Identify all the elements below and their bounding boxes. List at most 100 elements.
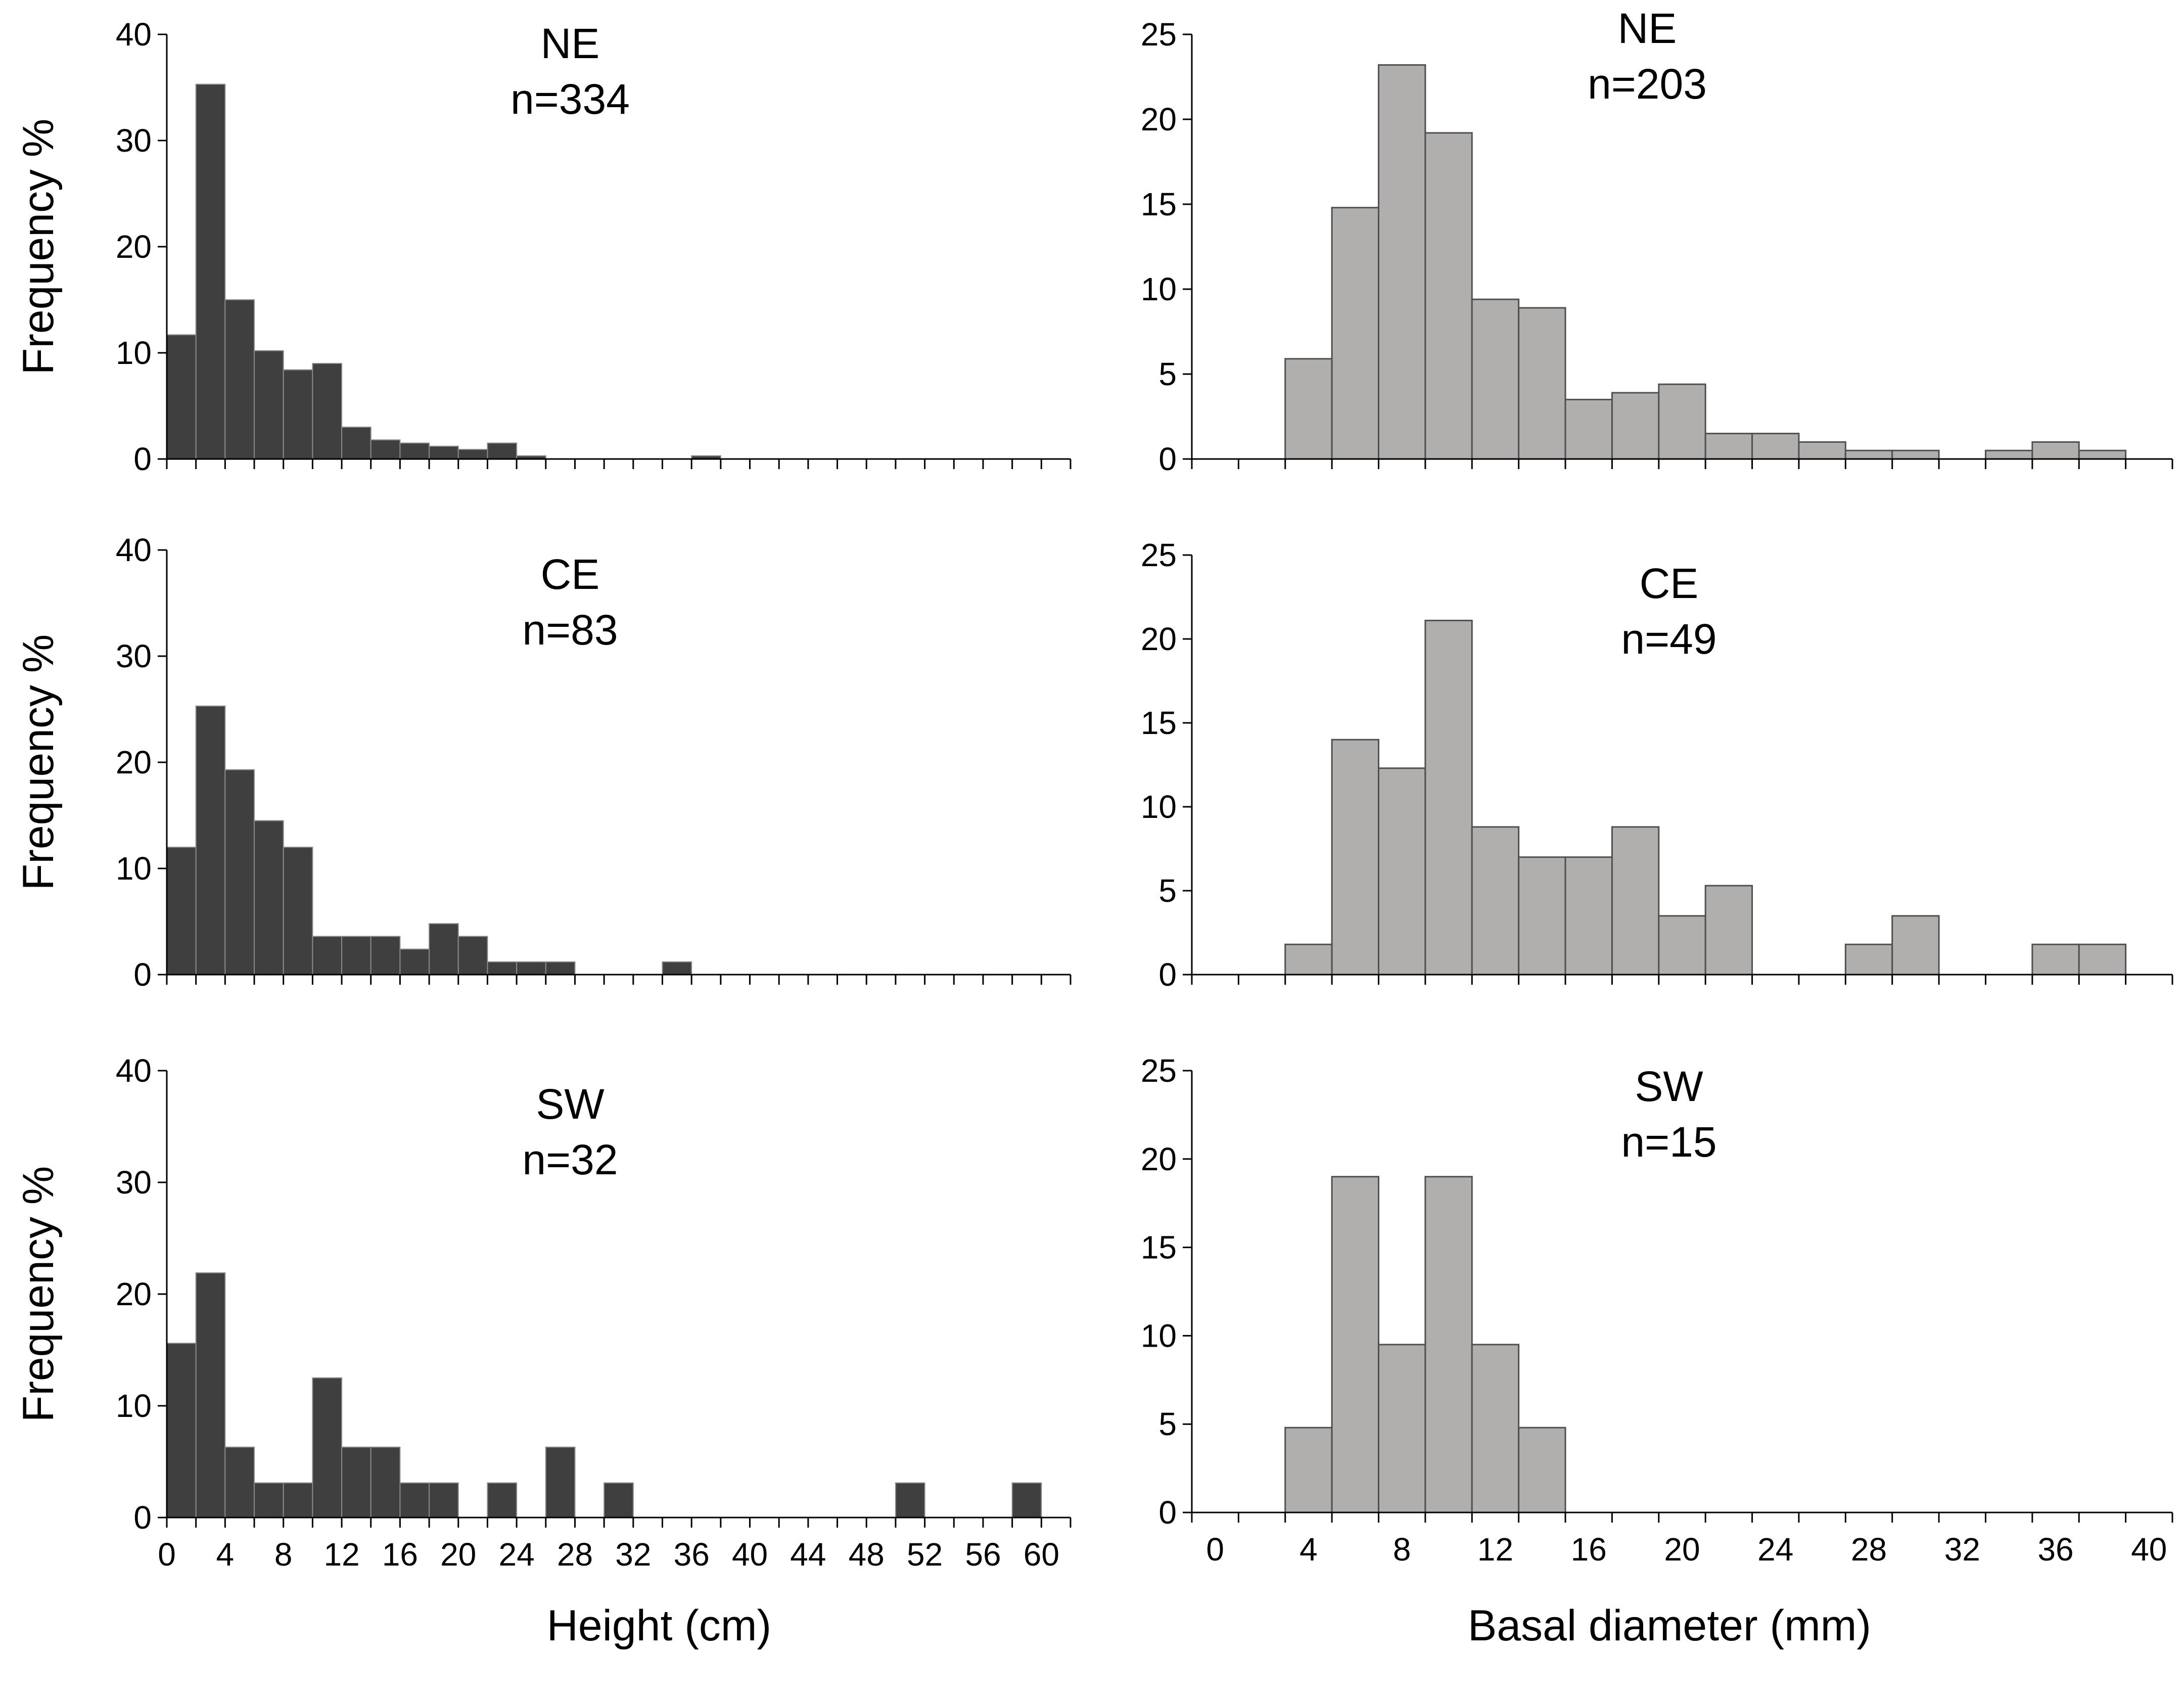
diameter-ne-bar	[1424, 132, 1473, 460]
height-ne-bar	[429, 445, 459, 460]
height-sw-bar	[895, 1482, 925, 1518]
diameter-sw-bar	[1378, 1344, 1426, 1513]
height-sw-x-tick-label: 52	[907, 1536, 943, 1573]
diameter-ce-bar	[1518, 856, 1566, 976]
height-ce-bar	[283, 847, 313, 975]
diameter-sw-x-tick-label: 8	[1393, 1531, 1411, 1568]
height-ce-y-tick-label: 30	[116, 638, 152, 674]
height-sw-x-tick-label: 24	[499, 1536, 535, 1573]
diameter-ne-bar	[1518, 307, 1566, 460]
height-ce-y-tick-label: 0	[133, 956, 152, 993]
height-sw-x-tick-label: 16	[382, 1536, 418, 1573]
height-ce-bar	[545, 961, 576, 976]
diameter-ce-bar	[2031, 943, 2080, 976]
diameter-ne-bar	[1611, 392, 1660, 460]
diameter-ne-bar	[1564, 398, 1613, 460]
height-sw-y-tick-label: 30	[116, 1164, 152, 1201]
diameter-ne-sample-size: n=203	[1588, 60, 1707, 108]
height-sw-bar	[283, 1482, 313, 1518]
diameter-sw-bar	[1518, 1427, 1566, 1513]
diameter-ce-y-tick-label: 20	[1141, 621, 1177, 657]
diameter-sw-bar	[1471, 1344, 1520, 1513]
height-ce-bar	[457, 936, 488, 976]
height-ne-bar	[399, 442, 430, 460]
height-ne-y-tick-label: 0	[133, 441, 152, 477]
diameter-ne-bar	[1331, 207, 1380, 460]
diameter-ne-bar	[1844, 449, 1893, 460]
diameter-ce-bar	[1331, 739, 1380, 976]
height-ne-bar	[341, 427, 371, 460]
diameter-ce-y-tick-label: 25	[1141, 537, 1177, 573]
height-sw-bar	[399, 1482, 430, 1518]
height-sw-y-tick-label: 40	[116, 1052, 152, 1089]
height-ne-sample-size: n=334	[510, 75, 630, 123]
diameter-ne-y-tick-label: 0	[1158, 441, 1177, 477]
height-sw-bar	[195, 1272, 226, 1518]
diameter-ce-chart: 0 5 10 15 20 25 CE n=49	[1141, 537, 2173, 993]
height-sw-x-tick-label: 20	[440, 1536, 476, 1573]
diameter-ce-bar	[1564, 856, 1613, 976]
height-ce-bar	[662, 961, 692, 976]
height-ne-bar	[370, 439, 401, 460]
height-ne-title: NE	[541, 20, 600, 67]
height-sw-x-tick-label: 32	[615, 1536, 651, 1573]
diameter-ne-bar	[1798, 441, 1846, 460]
height-sw-x-tick-label: 36	[674, 1536, 710, 1573]
height-sw-y-tick-label: 20	[116, 1276, 152, 1312]
diameter-ne-bar	[1658, 383, 1706, 460]
height-sw-x-tick-label: 48	[849, 1536, 885, 1573]
diameter-ne-bar	[1751, 433, 1800, 460]
diameter-ce-bar	[1378, 767, 1426, 976]
height-ce-bar	[370, 936, 401, 976]
height-sw-x-tick-label: 0	[158, 1536, 176, 1573]
diameter-sw-x-label: Basal diameter (mm)	[1468, 1601, 1871, 1650]
height-ce-bar	[399, 948, 430, 975]
diameter-ne-bar	[2078, 449, 2127, 460]
diameter-sw-x-tick-label: 24	[1757, 1531, 1793, 1568]
diameter-sw-bar	[1331, 1176, 1380, 1513]
diameter-ce-y-tick-label: 10	[1141, 789, 1177, 825]
diameter-sw-bar	[1424, 1176, 1473, 1513]
diameter-ne-y-tick-label: 15	[1141, 186, 1177, 222]
diameter-ce-bar	[2078, 943, 2127, 976]
diameter-ne-y-tick-label: 10	[1141, 271, 1177, 307]
diameter-ce-bar	[1704, 885, 1753, 976]
diameter-sw-title: SW	[1635, 1063, 1703, 1110]
height-sw-x-tick-label: 40	[732, 1536, 768, 1573]
diameter-sw-sample-size: n=15	[1621, 1118, 1716, 1166]
diameter-ce-bar	[1611, 826, 1660, 976]
height-ce-title: CE	[541, 550, 600, 598]
height-sw-bar	[254, 1482, 284, 1518]
diameter-sw-y-tick-label: 20	[1141, 1141, 1177, 1177]
height-sw-bar	[1011, 1482, 1042, 1518]
height-ce-bar	[195, 705, 226, 975]
height-ne-y-label: Frequency %	[14, 119, 63, 375]
diameter-ne-bar	[1704, 433, 1753, 460]
height-sw-bar	[341, 1446, 371, 1519]
height-ce-y-tick-label: 20	[116, 744, 152, 780]
height-ne-chart: 0 10 20 30 40 NE n=334 Frequency %	[14, 16, 1072, 477]
diameter-ne-y-tick-label: 25	[1141, 16, 1177, 53]
height-sw-title: SW	[536, 1080, 604, 1128]
height-ce-bar	[254, 820, 284, 975]
height-sw-x-tick-label: 56	[965, 1536, 1001, 1573]
height-ce-bar	[312, 936, 343, 976]
height-ce-bar	[166, 847, 197, 975]
height-sw-x-tick-label: 12	[323, 1536, 359, 1573]
diameter-ce-y-tick-label: 15	[1141, 705, 1177, 741]
diameter-sw-y-tick-label: 15	[1141, 1229, 1177, 1266]
diameter-ne-bar	[1891, 449, 1940, 460]
height-sw-bar	[166, 1343, 197, 1518]
height-ne-bar	[166, 334, 197, 460]
height-ce-y-tick-label: 10	[116, 850, 152, 887]
diameter-ne-y-tick-label: 20	[1141, 101, 1177, 137]
height-ce-sample-size: n=83	[522, 606, 618, 654]
height-sw-x-tick-label: 28	[557, 1536, 593, 1573]
diameter-sw-x-tick-label: 28	[1851, 1531, 1887, 1568]
height-sw-sample-size: n=32	[522, 1136, 618, 1183]
diameter-ne-y-tick-label: 5	[1158, 356, 1177, 392]
height-ne-bar	[254, 350, 284, 460]
height-sw-bar	[429, 1482, 459, 1518]
diameter-ce-y-tick-label: 5	[1158, 873, 1177, 909]
